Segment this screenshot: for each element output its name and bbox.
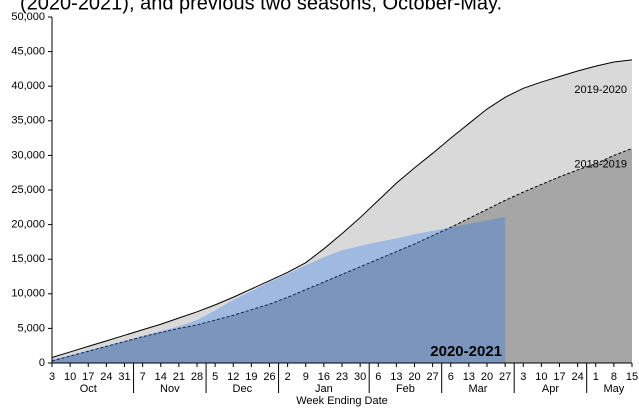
x-group-label: Feb <box>396 383 415 395</box>
x-tick-label: 31 <box>118 371 130 383</box>
x-tick-label: 24 <box>572 371 584 383</box>
x-tick-label: 1 <box>593 371 599 383</box>
x-tick-label: 27 <box>499 371 511 383</box>
y-tick-label: 5,000 <box>17 322 45 334</box>
x-tick-label: 6 <box>448 371 454 383</box>
x-tick-label: 19 <box>245 371 257 383</box>
y-tick-label: 35,000 <box>11 115 45 127</box>
x-tick-label: 5 <box>212 371 218 383</box>
x-tick-label: 26 <box>263 371 275 383</box>
x-tick-label: 10 <box>535 371 547 383</box>
x-group-label: Apr <box>542 383 559 395</box>
x-group-label: Nov <box>160 383 180 395</box>
series-label: 2020-2021 <box>430 343 502 360</box>
x-tick-label: 13 <box>390 371 402 383</box>
line <box>51 148 633 362</box>
y-tick-label: 15,000 <box>11 253 45 265</box>
series-label: 2018-2019 <box>574 159 627 171</box>
x-tick-label: 7 <box>140 371 146 383</box>
y-tick-label: 10,000 <box>11 288 45 300</box>
x-tick-label: 3 <box>49 371 55 383</box>
x-tick-label: 3 <box>520 371 526 383</box>
x-tick-label: 30 <box>354 371 366 383</box>
x-tick-label: 8 <box>611 371 617 383</box>
x-tick-label: 20 <box>408 371 420 383</box>
x-tick-label: 17 <box>553 371 565 383</box>
y-tick-label: 25,000 <box>11 184 45 196</box>
series-label: 2019-2020 <box>574 84 627 96</box>
x-group-label: Dec <box>233 383 253 395</box>
x-tick-label: 14 <box>155 371 167 383</box>
x-tick-label: 6 <box>375 371 381 383</box>
x-tick-label: 27 <box>427 371 439 383</box>
area <box>52 216 506 363</box>
x-tick-label: 28 <box>191 371 203 383</box>
x-tick-label: 12 <box>227 371 239 383</box>
x-tick-label: 23 <box>336 371 348 383</box>
x-group-label: Mar <box>468 383 487 395</box>
y-tick-label: 20,000 <box>11 219 45 231</box>
x-tick-label: 13 <box>463 371 475 383</box>
x-tick-label: 15 <box>626 371 638 383</box>
y-tick-label: 50,000 <box>11 11 45 23</box>
y-tick-label: 30,000 <box>11 149 45 161</box>
area <box>52 148 632 363</box>
y-tick-label: 40,000 <box>11 80 45 92</box>
chart-title: (2020-2021), and previous two seasons, O… <box>20 0 502 14</box>
x-tick-label: 2 <box>285 371 291 383</box>
x-tick-label: 16 <box>318 371 330 383</box>
line <box>51 59 633 358</box>
x-group-label: Oct <box>80 383 97 395</box>
y-tick-label: 45,000 <box>11 46 45 58</box>
x-group-label: May <box>603 383 624 395</box>
x-tick-label: 10 <box>64 371 76 383</box>
y-tick-label: 0 <box>39 357 45 369</box>
x-tick-label: 20 <box>481 371 493 383</box>
x-axis-title: Week Ending Date <box>296 395 388 407</box>
x-tick-label: 17 <box>82 371 94 383</box>
x-tick-label: 21 <box>173 371 185 383</box>
x-tick-label: 9 <box>303 371 309 383</box>
x-group-label: Jan <box>315 383 333 395</box>
x-tick-label: 24 <box>100 371 112 383</box>
